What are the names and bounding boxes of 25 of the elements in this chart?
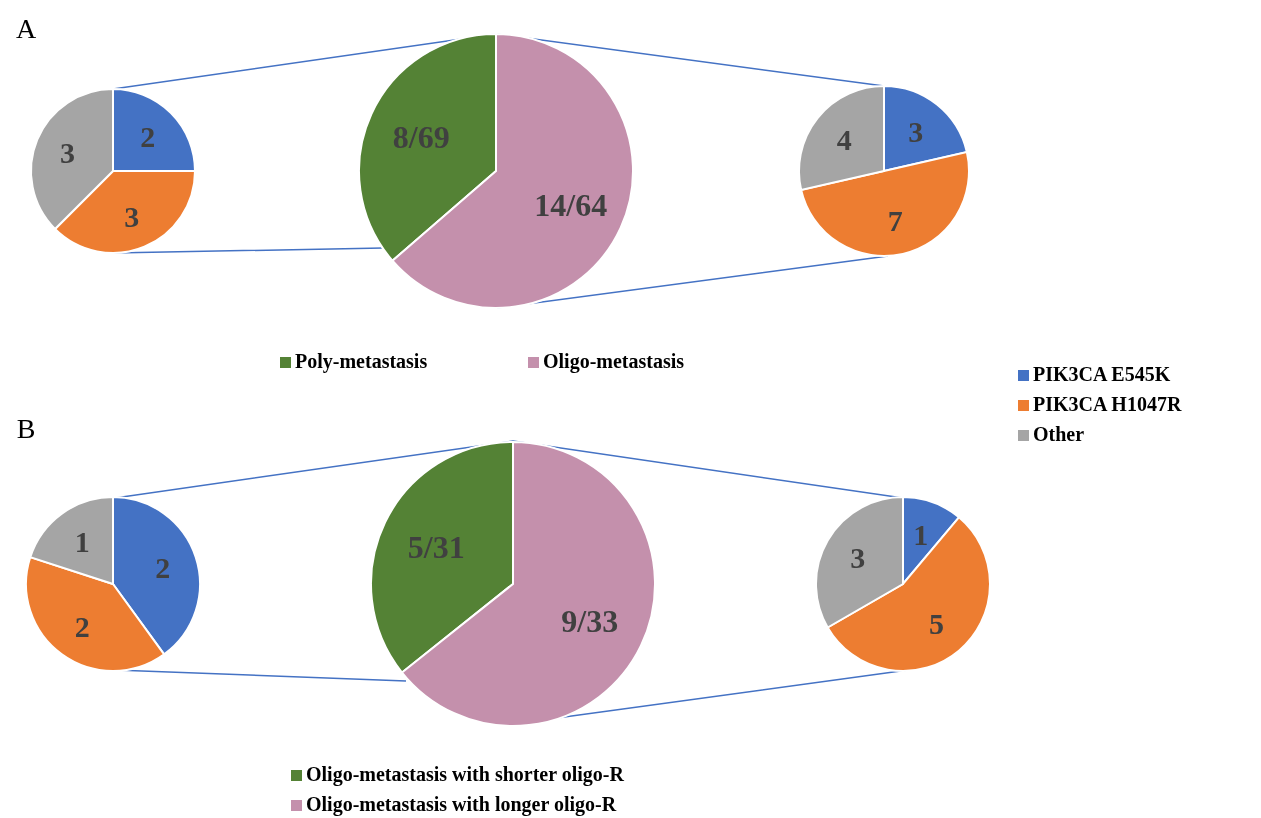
data-label: 3: [60, 135, 76, 169]
data-label: 7: [887, 204, 903, 238]
chart-title: A: [15, 13, 37, 44]
chart-title: B: [16, 413, 36, 444]
data-label: 5/31: [407, 529, 465, 566]
data-label: 14/64: [534, 187, 608, 224]
legend-label: Oligo-metastasis: [543, 350, 685, 373]
legend-label: PIK3CA H1047R: [1033, 393, 1182, 415]
data-label: 9/33: [561, 603, 619, 640]
data-label: 1: [74, 525, 90, 559]
legend-label: Poly-metastasis: [295, 350, 428, 373]
data-label: 4: [836, 122, 852, 156]
legend-label: Oligo-metastasis with longer oligo-R: [306, 793, 617, 816]
legend-label: Other: [1033, 423, 1085, 445]
data-label: 1: [913, 518, 929, 552]
data-label: 3: [908, 114, 924, 148]
legend-label: Oligo-metastasis with shorter oligo-R: [306, 763, 625, 786]
data-label: 3: [850, 541, 866, 575]
data-label: 3: [124, 199, 140, 233]
data-label: 2: [140, 119, 156, 153]
legend-label: PIK3CA E545K: [1033, 363, 1171, 385]
data-label: 2: [74, 609, 90, 643]
data-label: 8/69: [392, 119, 450, 156]
data-label: 5: [929, 607, 945, 641]
data-label: 2: [155, 551, 171, 585]
